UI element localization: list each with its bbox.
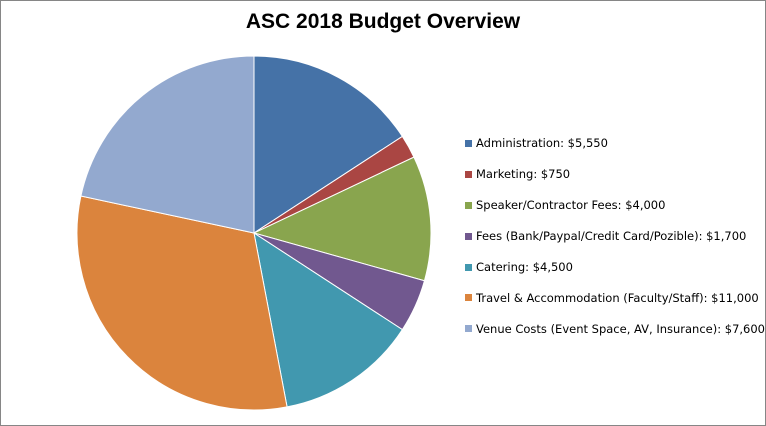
legend-item: Marketing: $750	[465, 159, 765, 190]
chart-title: ASC 2018 Budget Overview	[245, 10, 521, 33]
legend-swatch	[465, 201, 472, 209]
legend-label: Speaker/Contractor Fees: $4,000	[476, 198, 666, 213]
legend: Administration: $5,550 Marketing: $750 Spe…	[465, 128, 765, 344]
pie-slice-0	[253, 55, 404, 234]
legend-label: Catering: $4,500	[476, 260, 573, 274]
legend-item: Travel & Accommodation (Faculty/Staff): …	[465, 282, 765, 313]
legend-item: Venue Costs (Event Space, AV, Insurance)…	[465, 313, 765, 344]
legend-swatch	[465, 139, 472, 147]
legend-item: Speaker/Contractor Fees: $4,000	[465, 190, 765, 221]
legend-swatch	[465, 294, 472, 302]
pie-slice-6	[80, 55, 255, 234]
legend-item: Catering: $4,500	[465, 252, 765, 283]
legend-label: Administration: $5,550	[476, 136, 608, 151]
legend-label: Venue Costs (Event Space, AV, Insurance)…	[476, 321, 765, 336]
legend-swatch	[465, 232, 472, 240]
legend-item: Fees (Bank/Paypal/Credit Card/Pozible): …	[465, 221, 765, 252]
legend-label: Fees (Bank/Paypal/Credit Card/Pozible): …	[476, 229, 747, 244]
pie-slice-4	[253, 231, 404, 408]
legend-label: Marketing: $750	[476, 167, 571, 182]
pie-slice-2	[252, 156, 432, 282]
legend-swatch	[465, 170, 472, 178]
legend-swatch	[465, 263, 472, 271]
legend-swatch	[465, 325, 472, 333]
legend-label: Travel & Accommodation (Faculty/Staff): …	[476, 290, 759, 305]
legend-item: Administration: $5,550	[465, 128, 765, 159]
pie-slice-5	[76, 195, 288, 411]
